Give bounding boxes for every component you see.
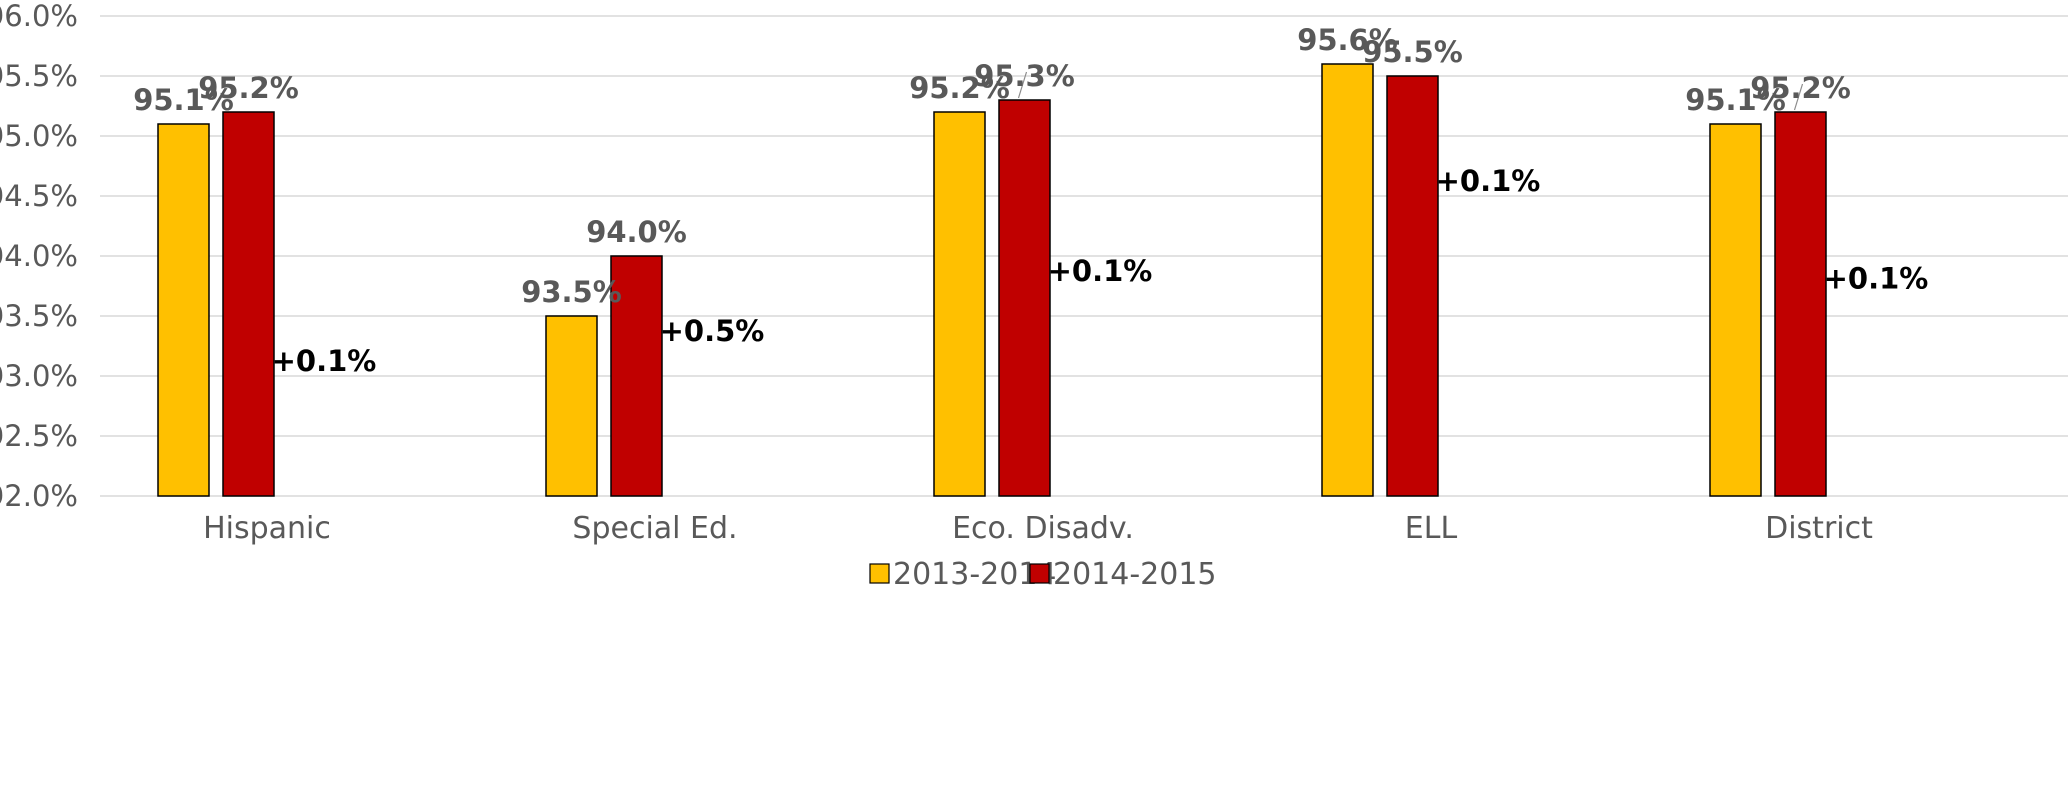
label-leader-lines bbox=[1017, 71, 1804, 111]
bar-2013-2014 bbox=[157, 123, 210, 497]
y-tick-label: 94.5% bbox=[0, 179, 78, 213]
y-tick-label: 95.5% bbox=[0, 59, 78, 93]
bar-value-labels: 95.1%95.2%93.5%94.0%95.2%95.3%95.6%95.5%… bbox=[133, 23, 1851, 309]
bars bbox=[157, 63, 1827, 497]
label-leader-line bbox=[1793, 83, 1804, 111]
bar-2014-2015 bbox=[222, 111, 275, 497]
value-label: 93.5% bbox=[521, 275, 622, 309]
change-annotations: +0.1% +0.5% +0.1% +0.1% +0.1% bbox=[272, 164, 1929, 378]
y-tick-label: 93.0% bbox=[0, 359, 78, 393]
y-tick-label: 95.0% bbox=[0, 119, 78, 153]
change-annotation: +0.1% bbox=[1436, 164, 1541, 198]
bar-2014-2015 bbox=[610, 255, 663, 497]
change-annotation: +0.1% bbox=[272, 344, 377, 378]
legend-label: 2014-2015 bbox=[1053, 557, 1217, 592]
y-tick-label: 92.5% bbox=[0, 419, 78, 453]
y-tick-label: 92.0% bbox=[0, 479, 78, 513]
category-label: District bbox=[1765, 511, 1873, 546]
bar-2014-2015 bbox=[1774, 111, 1827, 497]
change-annotation: +0.1% bbox=[1824, 261, 1929, 295]
change-annotation: +0.1% bbox=[1048, 254, 1153, 288]
category-label: Hispanic bbox=[203, 511, 331, 546]
gridlines bbox=[100, 15, 2068, 497]
y-axis-tick-labels: 92.0% 92.5% 93.0% 93.5% 94.0% 94.5% 95.0% 95.5%… bbox=[0, 0, 78, 513]
value-label: 95.2% bbox=[198, 71, 299, 105]
x-axis-category-labels: Hispanic Special Ed. Eco. Disadv. ELL Distri… bbox=[203, 511, 1873, 546]
y-tick-label: 96.0% bbox=[0, 0, 78, 33]
bar-2014-2015 bbox=[998, 99, 1051, 497]
value-label: 95.1% bbox=[133, 83, 234, 117]
change-annotation: +0.5% bbox=[660, 314, 765, 348]
category-label: Eco. Disadv. bbox=[952, 511, 1134, 546]
bar-2013-2014 bbox=[1709, 123, 1762, 497]
bar-2013-2014 bbox=[1321, 63, 1374, 497]
legend-swatch bbox=[869, 563, 890, 584]
bar-2013-2014 bbox=[545, 315, 598, 497]
value-label: 94.0% bbox=[586, 215, 687, 249]
y-tick-label: 94.0% bbox=[0, 239, 78, 273]
bar-2013-2014 bbox=[933, 111, 986, 497]
value-label: 95.1% bbox=[1685, 83, 1786, 117]
value-label: 95.5% bbox=[1362, 35, 1463, 69]
legend-swatch bbox=[1029, 563, 1050, 584]
category-label: ELL bbox=[1405, 511, 1458, 546]
legend-label: 2013-2014 bbox=[893, 557, 1057, 592]
bar-2014-2015 bbox=[1386, 75, 1439, 497]
value-label: 95.3% bbox=[974, 59, 1075, 93]
label-leader-line bbox=[1017, 71, 1028, 99]
value-label: 95.2% bbox=[1750, 71, 1851, 105]
category-label: Special Ed. bbox=[572, 511, 737, 546]
y-tick-label: 93.5% bbox=[0, 299, 78, 333]
value-label: 95.6% bbox=[1297, 23, 1398, 57]
value-label: 95.2% bbox=[909, 71, 1010, 105]
